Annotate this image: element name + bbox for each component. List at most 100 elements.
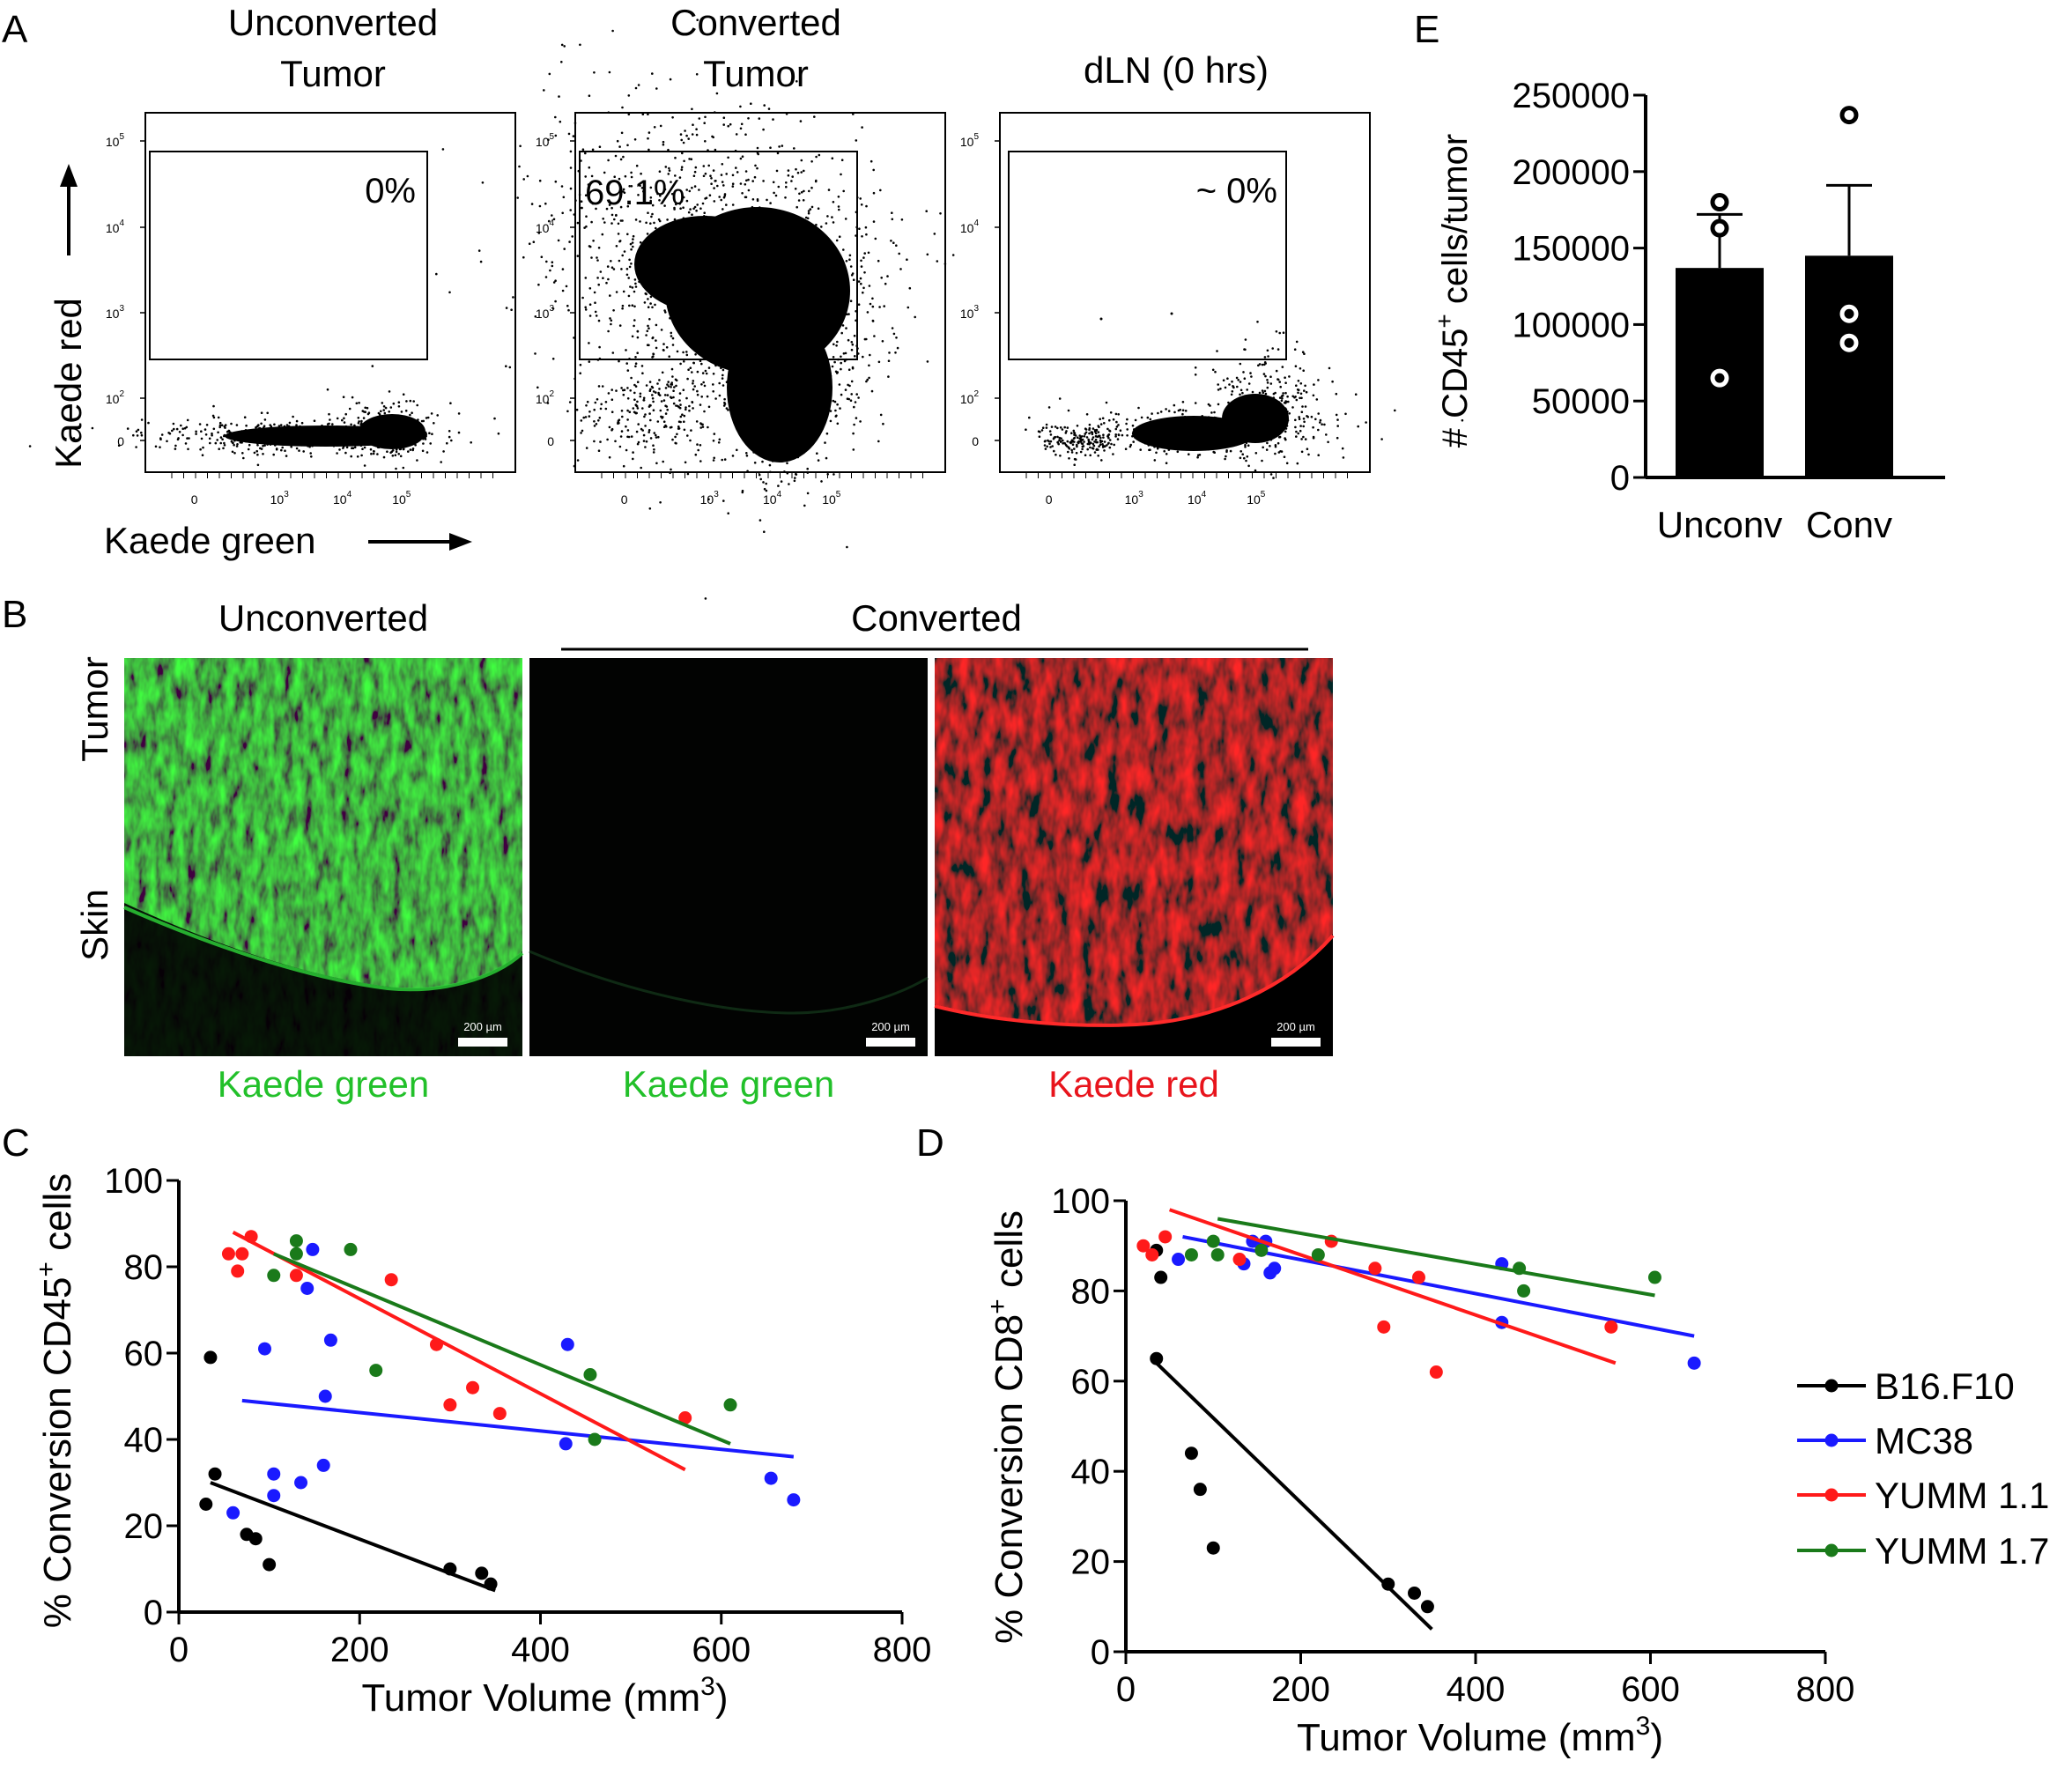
flow-event <box>847 313 850 315</box>
flow-event <box>1240 434 1243 438</box>
flow-event <box>1317 412 1320 415</box>
flow-event <box>749 207 751 210</box>
flow-event <box>631 241 634 244</box>
flow-event <box>554 180 558 183</box>
flow-event <box>379 425 382 429</box>
flow-event <box>617 422 619 425</box>
flow-event <box>719 353 722 356</box>
flow-x-tick-3: 103 <box>1125 490 1144 507</box>
flow-event <box>277 442 280 446</box>
flow-event <box>744 240 748 244</box>
flow-event <box>908 286 912 290</box>
flow-event <box>267 437 270 440</box>
e-x-tick-label: Conv <box>1806 504 1892 545</box>
flow-event <box>730 275 733 278</box>
point-b16-f10 <box>1184 1446 1198 1461</box>
flow-event <box>605 281 608 285</box>
flow-event <box>785 354 788 358</box>
flow-event <box>759 477 762 481</box>
flow-event <box>676 273 679 277</box>
flow-event <box>792 344 796 347</box>
flow-event <box>747 387 751 389</box>
flow-event <box>342 432 345 435</box>
flow-event <box>795 388 797 391</box>
flow-event <box>777 485 780 487</box>
flow-event <box>753 253 757 255</box>
flow-event <box>759 304 763 307</box>
point-b16-f10 <box>1150 1351 1164 1365</box>
flow-event <box>547 219 551 223</box>
flow-event <box>707 292 711 295</box>
flow-event <box>174 444 177 448</box>
flow-event <box>745 455 749 457</box>
flow-event <box>887 359 891 363</box>
flow-event <box>660 329 663 331</box>
flow-event <box>704 369 707 373</box>
flow-event <box>783 470 786 473</box>
flow-event <box>692 382 694 385</box>
flow-x-tick-3: 104 <box>1188 490 1207 507</box>
flow-event <box>804 390 807 394</box>
flow-event <box>588 342 590 344</box>
flow-event <box>645 334 648 337</box>
flow-event <box>1091 431 1094 434</box>
flow-event <box>168 432 172 435</box>
flow-event <box>760 346 763 350</box>
flow-event <box>652 352 655 356</box>
flow-event <box>633 138 637 141</box>
flow-event <box>640 265 643 268</box>
flow-event <box>860 265 863 268</box>
flow-event <box>693 205 697 209</box>
flow-event <box>704 115 707 119</box>
flow-event <box>421 449 425 453</box>
flow-event <box>318 441 321 445</box>
y-tick-label: 40 <box>1071 1453 1111 1491</box>
flow-y-tick-exp: 5 <box>549 132 554 142</box>
flow-event <box>660 400 663 403</box>
flow-event <box>832 221 835 224</box>
flow-event <box>361 448 364 451</box>
flow-event <box>1394 409 1396 412</box>
flow-event <box>1068 457 1070 460</box>
flow-event <box>649 199 652 203</box>
flow-event <box>675 384 677 388</box>
flow-event <box>397 405 401 408</box>
flow-event <box>865 204 868 208</box>
flow-event <box>1249 427 1252 430</box>
flow-event <box>722 374 724 377</box>
flow-event <box>607 187 610 189</box>
flow-event <box>628 411 632 414</box>
flow-event <box>290 445 293 448</box>
flow-event <box>159 446 161 449</box>
flow-event <box>593 291 596 294</box>
flow-event <box>621 307 624 310</box>
flow-event <box>1070 432 1073 435</box>
flow-event <box>159 438 162 441</box>
flow-event <box>707 245 709 248</box>
point-mc38 <box>1172 1253 1186 1267</box>
flow-event <box>673 227 676 231</box>
flow-event <box>743 246 746 249</box>
flow-event <box>715 294 719 297</box>
flow-event <box>778 305 781 308</box>
flow-event <box>843 359 847 363</box>
flow-event <box>616 139 619 143</box>
flow-event <box>346 438 350 441</box>
flow-event <box>672 295 675 299</box>
flow-event <box>1260 433 1262 436</box>
flow-event <box>265 440 268 444</box>
flow-event <box>812 329 815 332</box>
flow-event <box>1254 433 1257 436</box>
micro-label-2: Kaede green <box>623 1063 835 1105</box>
flow-event <box>658 379 661 381</box>
flow-event <box>695 243 699 247</box>
c-xlabel: Tumor Volume (mm3) <box>362 1672 729 1720</box>
flow-event <box>1064 432 1068 434</box>
flow-event <box>366 439 370 442</box>
flow-event <box>1262 373 1266 375</box>
point-yumm-1-7 <box>1513 1261 1527 1276</box>
e-ylabel-sup: + <box>1431 314 1458 328</box>
flow-event <box>617 233 620 235</box>
flow-event <box>252 436 255 440</box>
flow-event <box>845 260 848 263</box>
